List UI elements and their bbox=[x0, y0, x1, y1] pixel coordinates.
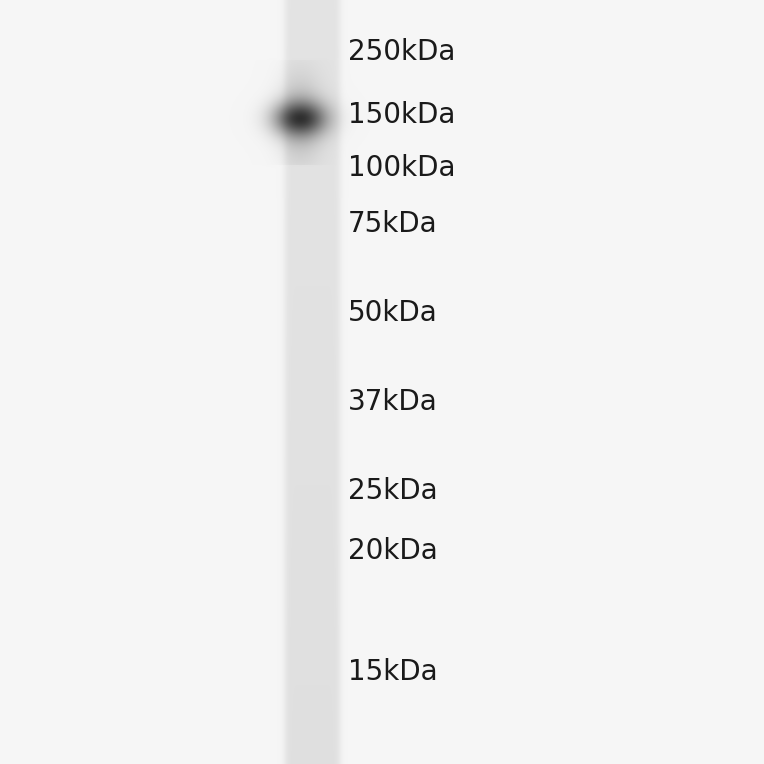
Text: 75kDa: 75kDa bbox=[348, 210, 438, 238]
Text: 150kDa: 150kDa bbox=[348, 101, 455, 129]
Text: 37kDa: 37kDa bbox=[348, 388, 438, 416]
Text: 250kDa: 250kDa bbox=[348, 38, 455, 66]
Text: 50kDa: 50kDa bbox=[348, 299, 438, 327]
Text: 25kDa: 25kDa bbox=[348, 477, 438, 505]
Text: 100kDa: 100kDa bbox=[348, 154, 455, 182]
Text: 20kDa: 20kDa bbox=[348, 537, 438, 565]
Text: 15kDa: 15kDa bbox=[348, 658, 438, 686]
